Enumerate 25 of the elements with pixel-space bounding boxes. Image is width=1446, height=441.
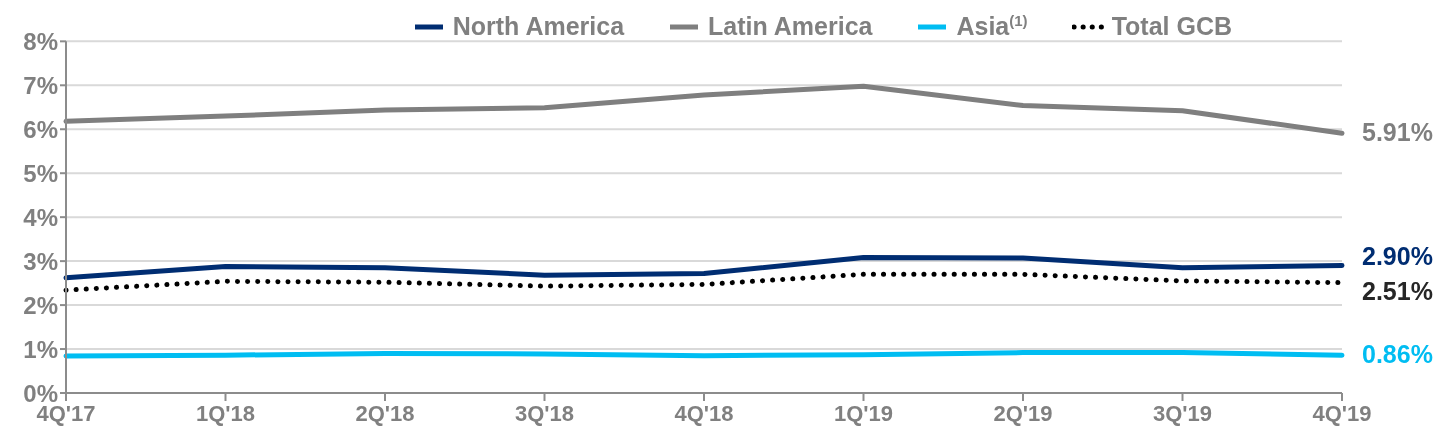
data-label: 2.90% — [1362, 241, 1433, 270]
y-tick-label: 5% — [23, 159, 58, 187]
y-tick-label: 3% — [23, 247, 58, 275]
x-tick-label: 2Q'19 — [993, 400, 1053, 426]
y-tick-label: 0% — [23, 379, 58, 407]
legend-label: Latin America — [708, 12, 873, 42]
data-label: 2.51% — [1362, 276, 1433, 305]
y-tick-label: 8% — [23, 27, 58, 55]
x-tick-label: 4Q'19 — [1312, 400, 1372, 426]
legend-label: Asia$^{(1)}$ — [956, 12, 1028, 42]
data-label: 5.91% — [1362, 118, 1433, 147]
y-tick-label: 6% — [23, 115, 58, 143]
x-tick-label: 3Q'18 — [514, 400, 575, 426]
y-tick-label: 7% — [23, 71, 58, 99]
y-tick-label: 2% — [23, 291, 58, 319]
x-tick-label: 3Q'19 — [1152, 400, 1213, 426]
legend-label: North America — [452, 12, 625, 42]
data-label: 0.86% — [1362, 340, 1433, 369]
x-tick-label: 2Q'18 — [355, 400, 415, 426]
x-tick-label: 1Q'19 — [833, 400, 894, 426]
x-tick-label: 4Q'18 — [674, 400, 734, 426]
y-tick-label: 4% — [23, 203, 58, 231]
y-tick-label: 1% — [23, 335, 58, 363]
x-tick-label: 1Q'18 — [195, 400, 256, 426]
legend-label: Total GCB — [1111, 12, 1232, 42]
